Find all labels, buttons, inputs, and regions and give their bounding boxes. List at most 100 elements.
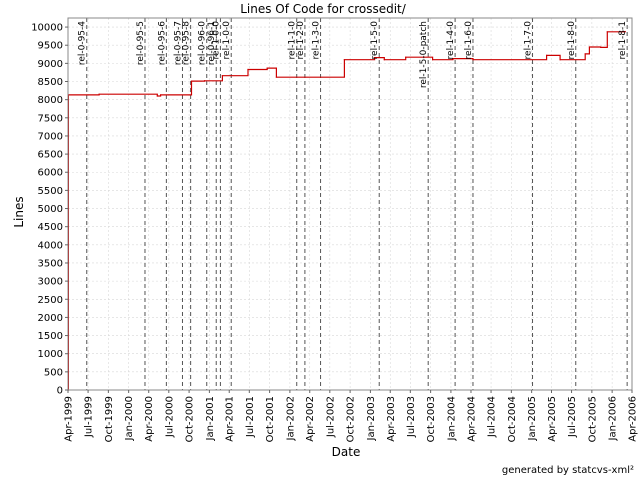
y-tick-label: 6500 [38,150,63,161]
release-marker-label: rel-0-95-6 [157,21,167,65]
loc-data-point [383,59,385,61]
y-tick-labels: 0 500 1000 1500 2000 2500 3000 3500 4000 4500 5000… [31,23,68,397]
x-tick-label: Jan-2004 [446,396,457,441]
x-tick-label: Apr-2003 [386,396,397,442]
x-tick-label: Jan-2005 [527,396,538,441]
loc-data-point [247,68,249,71]
x-tick-label: Jan-2000 [124,396,135,441]
release-marker-label: rel-1-5-0-patch [419,21,429,88]
y-tick-label: 500 [44,367,63,378]
loc-data-point [546,54,548,56]
release-marker-label: rel-1-0-0 [222,21,232,60]
x-tick-label: Jul-2003 [406,396,417,438]
x-tick-label: Jan-2002 [285,396,296,441]
x-axis-label: Date [332,445,361,459]
x-tick-label: Oct-2002 [346,396,357,442]
release-marker-lines [86,18,628,390]
release-marker-label: rel-1-6-0 [464,21,474,60]
release-marker-label: rel-1-4-0 [446,21,456,60]
x-tick-label: Jul-1999 [84,396,95,438]
loc-data-point [373,56,376,59]
loc-data-point [221,75,223,77]
chart-title: Lines Of Code for crossedit/ [240,2,407,16]
y-tick-label: 2500 [38,295,63,306]
x-tick-label: Oct-2003 [426,396,437,442]
y-tick-label: 0 [57,386,63,397]
x-tick-label: Oct-1999 [104,396,115,442]
x-tick-label: Oct-2005 [587,396,598,442]
y-tick-label: 3500 [38,258,63,269]
release-marker-label: rel-1-7-0 [524,21,534,60]
y-tick-label: 2000 [38,313,63,324]
loc-data-point [624,30,626,33]
x-tick-label: Apr-2001 [225,396,236,442]
loc-data-point [606,31,608,33]
x-tick-label: Oct-2000 [185,396,196,442]
release-marker-label: rel-1-2-0 [296,21,306,60]
y-tick-label: 9500 [38,41,63,52]
x-tick-label: Jul-2002 [325,396,336,438]
x-tick-label: Apr-1999 [64,396,75,442]
release-marker-label: rel-1-8-0 [567,21,577,60]
y-axis-label: Lines [12,196,26,227]
release-marker-label: rel-1-5-0 [370,21,380,60]
release-marker-label: rel-0-95-5 [136,21,146,65]
x-tick-label: Apr-2004 [466,396,477,442]
x-tick-label: Jul-2001 [245,396,256,438]
release-marker-label: rel-0-96-0 [198,21,208,65]
release-marker-label: rel-1-3-0 [312,21,322,60]
x-tick-label: Jan-2001 [205,396,216,441]
loc-data-point [190,80,193,82]
x-tick-label: Jan-2003 [366,396,377,441]
grid-lines [67,18,633,391]
y-tick-label: 3000 [38,277,63,288]
loc-data-point [432,59,434,61]
y-tick-label: 1000 [38,349,63,360]
loc-data-point [266,67,268,69]
release-marker-label: rel-1-8-1 [618,21,628,59]
x-tick-label: Apr-2005 [547,396,558,442]
loc-data-point [98,93,100,95]
release-marker-label: rel-0-95-4 [78,21,88,65]
loc-data-point [584,53,586,55]
y-tick-label: 4000 [38,240,63,251]
release-marker-label: rel-1-1-0 [288,21,298,60]
release-marker-label: rel-0-95-8 [182,21,192,65]
y-tick-label: 7500 [38,113,63,124]
loc-data-point [160,94,162,96]
y-tick-label: 5500 [38,186,63,197]
y-tick-label: 5000 [38,204,63,215]
release-marker-label: rel-1-0-0 [211,21,221,60]
loc-data-point [559,59,561,61]
loc-data-point [275,76,278,78]
y-tick-label: 4500 [38,222,63,233]
x-tick-label: Jul-2005 [567,396,578,438]
release-marker-label: rel-0-96-1 [207,21,217,65]
x-tick-label: Oct-2001 [265,396,276,442]
x-tick-label: Apr-2002 [305,396,316,442]
loc-data-point [405,56,407,58]
release-marker-labels: rel-0-95-4 rel-0-95-5 rel-0-95-6 rel-0-95-7… [78,21,628,88]
loc-data-point [600,46,602,48]
generator-credit: generated by statcvs-xml² [502,465,634,476]
y-tick-label: 9000 [38,59,63,70]
y-tick-label: 10000 [31,23,63,34]
x-tick-label: Jul-2004 [487,396,498,438]
x-tick-label: Jul-2000 [164,396,175,438]
x-tick-label: Oct-2004 [507,396,518,442]
y-tick-label: 6000 [38,168,63,179]
y-tick-label: 8500 [38,77,63,88]
loc-data-point [452,58,454,60]
y-tick-label: 1500 [38,331,63,342]
loc-data-point [343,59,345,61]
x-tick-label: Jan-2006 [608,396,619,441]
loc-data-point [588,46,591,48]
loc-data-point [203,80,206,82]
x-tick-labels: Apr-1999 Jul-1999 Oct-1999 Jan-2000 Apr-2000… [64,390,639,442]
y-tick-label: 8000 [38,95,63,106]
loc-data-point [156,95,158,97]
y-tick-label: 7000 [38,131,63,142]
x-tick-label: Apr-2006 [628,396,639,442]
